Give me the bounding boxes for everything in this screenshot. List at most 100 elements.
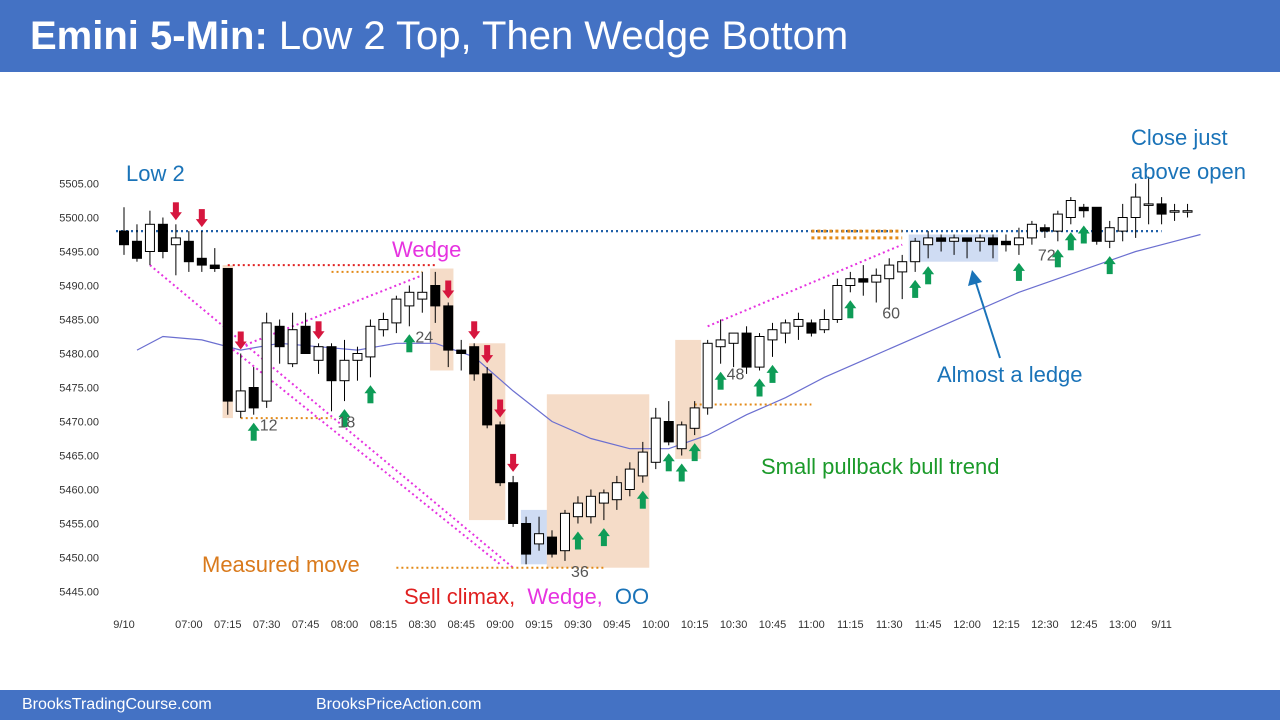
bull-arrow-shaft	[1080, 232, 1087, 244]
y-tick-label: 5445.00	[59, 587, 99, 599]
bear-arrow-shaft	[445, 280, 452, 292]
y-tick-label: 5505.00	[59, 179, 99, 191]
candle-body	[1052, 213, 1063, 232]
sell-oo-text: OO	[615, 584, 649, 609]
bull-arrow-shaft	[574, 538, 581, 550]
x-tick-label: 11:30	[876, 619, 903, 631]
bull-arrow-shaft	[639, 497, 646, 509]
candle-body	[1026, 223, 1037, 239]
title-banner: Emini 5-Min: Low 2 Top, Then Wedge Botto…	[0, 0, 1280, 72]
y-tick-label: 5475.00	[59, 383, 99, 395]
bull-arrow-head	[662, 453, 675, 462]
almost-ledge-label: Almost a ledge	[937, 362, 1083, 387]
candle-body	[1000, 240, 1011, 246]
candle-body	[975, 237, 986, 242]
candle-body	[585, 495, 596, 518]
footer-left-link[interactable]: BrooksTradingCourse.com	[22, 696, 212, 713]
y-tick-label: 5490.00	[59, 281, 99, 293]
candle-body	[819, 319, 830, 331]
candle-body	[987, 237, 998, 246]
candle-body	[196, 257, 207, 266]
highlight-boxes	[222, 234, 999, 568]
bull-arrow-head	[247, 422, 260, 431]
candle-body	[1130, 196, 1141, 219]
candle-body	[611, 482, 622, 501]
candle-body	[572, 502, 583, 518]
x-tick-label: 12:30	[1031, 619, 1059, 631]
candle-body	[962, 237, 973, 242]
x-tick-label: 08:45	[447, 619, 475, 631]
x-tick-label: 09:45	[603, 619, 631, 631]
x-tick-label: 12:00	[953, 619, 981, 631]
x-tick-label: 10:15	[681, 619, 709, 631]
y-tick-label: 5485.00	[59, 315, 99, 327]
bull-arrow-shaft	[250, 429, 257, 441]
candle-body	[261, 322, 272, 402]
bull-arrow-shaft	[912, 286, 919, 298]
bull-arrow-head	[688, 443, 701, 452]
bull-arrow-shaft	[678, 470, 685, 482]
candle-body	[547, 536, 558, 555]
candle-body	[1065, 200, 1076, 218]
candle-body	[897, 261, 908, 273]
y-tick-label: 5500.00	[59, 213, 99, 225]
bull-arrow-shaft	[925, 273, 932, 285]
y-tick-label: 5465.00	[59, 451, 99, 463]
candle-body	[534, 533, 545, 545]
footer-right-link[interactable]: BrooksPriceAction.com	[316, 696, 482, 713]
x-tick-label: 9/11	[1151, 619, 1172, 631]
candle-body	[793, 319, 804, 327]
annotation-lines	[116, 229, 1201, 569]
bull-arrow-head	[922, 266, 935, 275]
candle-body	[326, 346, 337, 382]
candle-body	[910, 240, 921, 263]
bull-arrow-head	[714, 371, 727, 380]
candle-body	[1169, 210, 1180, 213]
candle-body	[754, 336, 765, 368]
bear-arrow-shaft	[198, 209, 205, 221]
bear-arrow-head	[494, 409, 507, 418]
candle-body	[170, 237, 181, 246]
candle-body	[313, 346, 324, 361]
candle-body	[469, 346, 480, 375]
bull-arrow-shaft	[717, 378, 724, 390]
bear-arrow-head	[442, 290, 455, 299]
x-tick-label: 12:45	[1070, 619, 1098, 631]
candle-body	[430, 285, 441, 307]
candle-body	[702, 342, 713, 409]
x-tick-label: 11:45	[915, 619, 942, 631]
y-tick-label: 5455.00	[59, 519, 99, 531]
y-tick-label: 5460.00	[59, 485, 99, 497]
x-tick-label: 07:45	[292, 619, 320, 631]
bear-arrow-shaft	[237, 331, 244, 343]
candle-body	[209, 264, 220, 270]
candle-body	[884, 264, 895, 280]
candle-body	[598, 492, 609, 504]
bull-arrow-head	[1064, 232, 1077, 241]
y-tick-label: 5495.00	[59, 247, 99, 259]
candles	[119, 176, 1193, 565]
x-tick-label: 10:30	[720, 619, 748, 631]
bull-arrow-head	[1051, 249, 1064, 258]
x-tick-label: 12:15	[992, 619, 1020, 631]
bar-count-label: 24	[415, 329, 433, 346]
bar-count-labels: 12 18 24 36 48 60 72	[260, 248, 1056, 581]
wedge-trendline	[224, 342, 501, 566]
bull-arrow-head	[675, 463, 688, 472]
candle-body	[1143, 203, 1154, 206]
candle-body	[871, 274, 882, 283]
x-tick-label: 08:15	[370, 619, 398, 631]
candle-body	[339, 359, 350, 382]
bull-arrow-shaft	[600, 535, 607, 547]
x-tick-label: 07:00	[175, 619, 203, 631]
bar-count-label: 48	[727, 367, 745, 384]
bear-arrow-shaft	[484, 345, 491, 357]
x-tick-label: 08:30	[409, 619, 437, 631]
bear-arrow-head	[234, 341, 247, 350]
candle-body	[689, 407, 700, 429]
bear-arrow-shaft	[315, 321, 322, 333]
bear-arrow-head	[468, 331, 481, 340]
candle-body	[1156, 203, 1167, 215]
candle-body	[741, 332, 752, 368]
bull-arrow-shaft	[341, 416, 348, 428]
